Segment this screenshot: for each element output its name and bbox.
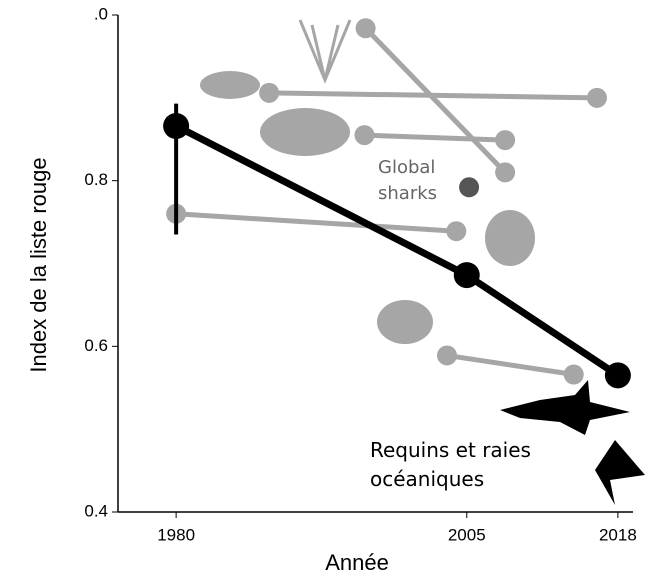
point <box>163 112 190 139</box>
shark-icon <box>500 380 630 435</box>
series-line <box>175 211 457 234</box>
silhouettes <box>200 19 645 505</box>
x-tick-label: 1980 <box>157 525 195 544</box>
point <box>604 362 631 389</box>
series-label: Requins et raies océaniques <box>370 438 531 491</box>
y-tick-label: .0 <box>94 4 108 23</box>
point <box>436 345 457 366</box>
y-tick-label: 0.8 <box>84 170 108 189</box>
point <box>459 177 480 198</box>
point <box>446 221 467 242</box>
series-label: Global sharks <box>378 157 438 205</box>
point <box>355 18 376 39</box>
elephant-icon <box>260 108 350 156</box>
ray-icon <box>595 440 645 505</box>
bird-icon <box>200 71 260 99</box>
y-axis-label: Index de la liste rouge <box>26 157 51 372</box>
series-line <box>363 26 507 175</box>
point <box>563 364 584 385</box>
point <box>495 130 516 151</box>
cycad-icon <box>377 300 433 344</box>
series-line <box>269 90 597 101</box>
series-line <box>364 132 506 143</box>
y-tick-label: 0.6 <box>84 336 108 355</box>
point <box>354 125 375 146</box>
point <box>495 162 516 183</box>
x-tick-label: 2018 <box>599 525 637 544</box>
point <box>453 262 480 289</box>
x-axis-label: Année <box>325 550 389 575</box>
x-tick-label: 2005 <box>448 525 486 544</box>
point <box>259 82 280 103</box>
y-tick-label: 0.4 <box>84 501 108 520</box>
point <box>586 87 607 108</box>
series-line <box>446 352 575 377</box>
frog-icon <box>485 210 535 266</box>
coral-icon <box>298 19 352 84</box>
